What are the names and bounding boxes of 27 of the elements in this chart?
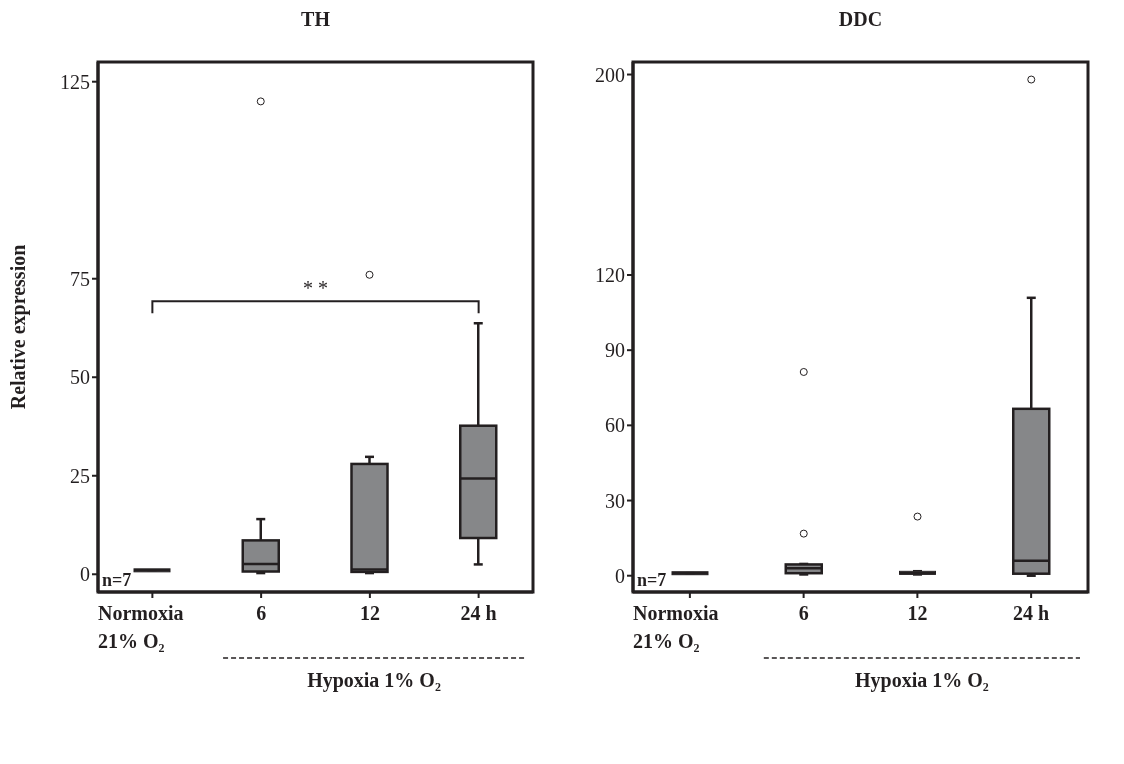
x-tick-label: 12 xyxy=(359,602,380,624)
x-tick-label: Normoxia 21% O₂ xyxy=(98,602,184,652)
annotation: n=7 xyxy=(102,570,132,590)
y-tick-label: 75 xyxy=(70,267,90,290)
y-tick-label: 90 xyxy=(605,339,625,362)
y-tick-label: 0 xyxy=(80,563,90,586)
y-tick-label: 200 xyxy=(595,63,625,86)
y-axis-title: Relative expression xyxy=(7,244,31,410)
text: Hypoxia 1% O₂ xyxy=(307,669,441,692)
y-tick-label: 125 xyxy=(60,70,90,93)
annotation: n=7 xyxy=(637,570,667,590)
y-tick-label: 25 xyxy=(70,464,90,487)
y-tick-label: 50 xyxy=(70,366,90,389)
chart-title: DDC xyxy=(837,8,884,31)
x-tick-label: 12 xyxy=(907,602,928,624)
y-tick-label: 0 xyxy=(615,564,625,587)
x-tick-label: 6 xyxy=(256,602,267,624)
x-tick-label: 6 xyxy=(798,602,809,624)
text: Hypoxia 1% O₂ xyxy=(855,669,989,692)
annotation: * * xyxy=(303,277,328,300)
y-tick-label: 120 xyxy=(595,264,625,287)
x-tick-label: 24 h xyxy=(1013,602,1050,624)
chart-title: TH xyxy=(300,8,331,31)
x-tick-label: Normoxia 21% O₂ xyxy=(633,602,719,652)
y-tick-label: 60 xyxy=(605,414,625,437)
x-tick-label: 24 h xyxy=(460,602,497,624)
y-tick-label: 30 xyxy=(605,489,625,512)
